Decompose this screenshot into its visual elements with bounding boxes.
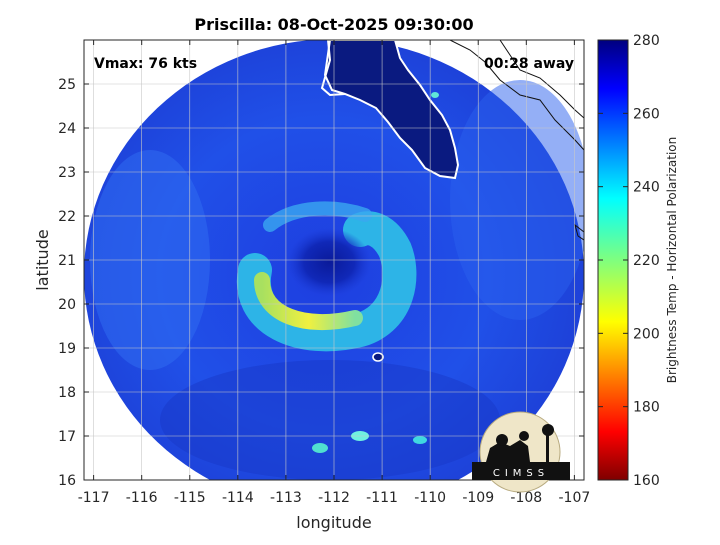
eyewall-warm-band	[254, 272, 363, 331]
x-axis-label: longitude	[296, 513, 371, 532]
y-tick-label: 21	[58, 253, 76, 269]
logo-text: CIMSS	[493, 468, 549, 479]
baja-coastline	[323, 40, 460, 180]
y-tick-label: 24	[58, 121, 76, 137]
y-tick-label: 23	[58, 165, 76, 181]
warm-cell	[431, 92, 439, 98]
mainland-border	[499, 40, 584, 119]
colorbar-tick-label: 160	[633, 473, 660, 489]
x-tick-label: -116	[126, 490, 158, 506]
northern-rainband	[263, 201, 372, 232]
grid-lines	[84, 40, 584, 480]
y-tick-label: 25	[58, 77, 76, 93]
colorbar-ticks: 160 180 200 220 240 260 280	[598, 33, 660, 489]
mainland-coastline-south	[574, 223, 584, 241]
y-tick-label: 18	[58, 385, 76, 401]
x-tick-label: -114	[222, 490, 254, 506]
chart-title: Priscilla: 08-Oct-2025 09:30:00	[194, 15, 473, 34]
baja-coastline-west	[320, 40, 346, 97]
x-axis: -117 -116 -115 -114 -113 -112 -111 -110 -109 -108…	[78, 40, 590, 506]
time-offset-annotation: 00:28 away	[484, 56, 574, 72]
x-tick-label: -113	[270, 490, 302, 506]
colorbar-tick-label: 260	[633, 106, 660, 122]
y-tick-label: 19	[58, 341, 76, 357]
colorbar-tick-label: 220	[633, 253, 660, 269]
x-tick-label: -108	[510, 490, 542, 506]
swath-warm-region-east	[450, 80, 584, 320]
mainland-coastline	[449, 40, 584, 151]
warm-cell	[312, 443, 328, 453]
x-tick-label: -115	[174, 490, 206, 506]
y-tick-label: 17	[58, 429, 76, 445]
x-tick-label: -110	[414, 490, 446, 506]
x-tick-label: -107	[558, 490, 590, 506]
socorro-island	[372, 352, 384, 362]
y-axis-label: latitude	[33, 229, 52, 290]
colorbar-tick-label: 200	[633, 326, 660, 342]
vmax-annotation: Vmax: 76 kts	[94, 56, 197, 72]
x-tick-label: -117	[78, 490, 110, 506]
swath-cold-region-south	[160, 360, 500, 480]
warm-cell	[413, 436, 427, 444]
colorbar-tick-label: 180	[633, 400, 660, 416]
x-tick-label: -109	[462, 490, 494, 506]
x-tick-label: -112	[318, 490, 350, 506]
cimss-logo: CIMSS	[472, 411, 570, 493]
storm-eye	[287, 228, 372, 297]
y-tick-label: 20	[58, 297, 76, 313]
colorbar-tick-label: 280	[633, 33, 660, 49]
y-axis: 16 17 18 19 20 21 22 23 24 25	[58, 77, 584, 489]
plot-layer	[84, 40, 584, 480]
colorbar-tick-label: 240	[633, 180, 660, 196]
colorbar-label: Brightness Temp - Horizontal Polarizatio…	[665, 137, 679, 384]
y-tick-label: 22	[58, 209, 76, 225]
y-tick-label: 16	[58, 473, 76, 489]
x-tick-label: -111	[366, 490, 398, 506]
